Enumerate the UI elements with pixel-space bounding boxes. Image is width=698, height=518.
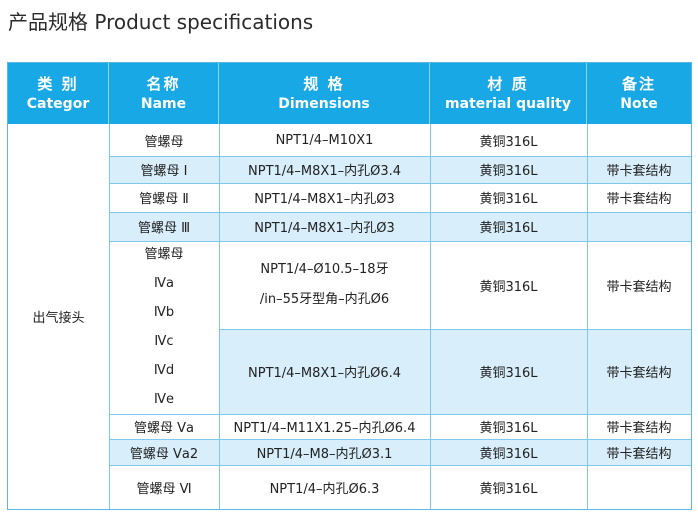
group-material-b: 黄铜316L: [479, 366, 538, 381]
group-note-b: 带卡套结构: [606, 366, 672, 381]
grid-line: [587, 124, 588, 509]
group-names: 管螺母 Ⅳa Ⅳb Ⅳc Ⅳd Ⅳe: [109, 241, 219, 414]
header-name-en: Name: [140, 95, 187, 112]
grid-line: [109, 241, 691, 242]
row-7-dimension: NPT1/4–内孔Ø6.3: [269, 481, 380, 497]
grid-line: [430, 124, 431, 509]
category-cell: 出气接头: [32, 311, 85, 326]
header-dimensions: 规 格 Dimensions: [219, 63, 430, 124]
row-highlight: [109, 156, 691, 183]
row-highlight: [109, 439, 691, 465]
row-2-dimension: NPT1/4–M8X1–内孔Ø3.4: [248, 164, 401, 179]
header-material-en: material quality: [445, 95, 571, 112]
row-7-note: [587, 465, 691, 509]
row-6-note: 带卡套结构: [606, 446, 672, 462]
group-name: Ⅳd: [153, 362, 175, 378]
row-5-dimension: NPT1/4–M11X1.25–内孔Ø6.4: [233, 421, 416, 436]
row-3-note: 带卡套结构: [606, 192, 672, 207]
group-name: Ⅳb: [153, 305, 175, 321]
group-dimension-b: NPT1/4–M8X1–内孔Ø6.4: [248, 366, 401, 381]
row-6-name: 管螺母 Ⅴa2: [129, 446, 199, 462]
grid-line: [219, 124, 220, 509]
header-name-zh: 名称: [146, 74, 181, 93]
row-4-material: 黄铜316L: [479, 221, 538, 236]
row-5-note: 带卡套结构: [606, 421, 672, 436]
row-3-dimension: NPT1/4–M8X1–内孔Ø3: [254, 192, 395, 207]
group-dimension-a: NPT1/4–Ø10.5–18牙 /in–55牙型角–内孔Ø6: [219, 241, 430, 329]
group-dimension-a-line: /in–55牙型角–内孔Ø6: [259, 292, 390, 307]
header-category-en: Categor: [26, 95, 90, 112]
row-1-material: 黄铜316L: [479, 134, 538, 150]
row-5-name: 管螺母 Ⅴa: [134, 421, 194, 436]
row-7-name: 管螺母 Ⅵ: [136, 481, 192, 497]
group-name: Ⅳe: [154, 391, 174, 407]
header-dimensions-zh: 规 格: [303, 74, 345, 93]
page-title: 产品规格 Product specifications: [8, 10, 314, 34]
header-category: 类 别 Categor: [8, 63, 109, 124]
spec-table: 类 别 Categor 名称 Name 规 格 Dimensions 材 质 m…: [7, 62, 692, 510]
header-category-zh: 类 别: [37, 74, 79, 93]
group-note-a: 带卡套结构: [606, 279, 672, 295]
header-note-zh: 备注: [621, 74, 656, 93]
header-material: 材 质 material quality: [430, 63, 587, 124]
header-name: 名称 Name: [109, 63, 219, 124]
row-1-note: [587, 124, 691, 156]
row-5-material: 黄铜316L: [479, 421, 538, 436]
grid-line: [109, 212, 691, 213]
group-material-a: 黄铜316L: [479, 279, 538, 295]
row-highlight: [219, 329, 691, 414]
group-name: Ⅳc: [154, 333, 174, 349]
row-1-dimension: NPT1/4–M10X1: [275, 132, 374, 148]
group-dimension-a-line: NPT1/4–Ø10.5–18牙: [260, 262, 389, 277]
row-3-material: 黄铜316L: [479, 192, 538, 207]
row-2-name: 管螺母 Ⅰ: [140, 164, 188, 179]
row-highlight: [109, 212, 691, 241]
row-6-dimension: NPT1/4–M8–内孔Ø3.1: [256, 446, 393, 462]
row-4-note: [587, 212, 691, 241]
row-3-name: 管螺母 Ⅱ: [139, 192, 189, 207]
header-note-en: Note: [620, 95, 658, 112]
grid-line: [109, 124, 110, 509]
row-6-material: 黄铜316L: [479, 446, 538, 462]
row-1-name: 管螺母: [144, 134, 184, 150]
row-4-name: 管螺母 Ⅲ: [137, 221, 191, 236]
grid-line: [109, 414, 691, 415]
grid-line: [109, 465, 691, 466]
group-name: Ⅳa: [154, 276, 174, 292]
header-material-zh: 材 质: [487, 74, 529, 93]
row-4-dimension: NPT1/4–M8X1–内孔Ø3: [254, 221, 395, 236]
grid-line: [109, 183, 691, 184]
grid-line: [109, 439, 691, 440]
header-note: 备注 Note: [587, 63, 691, 124]
row-2-note: 带卡套结构: [606, 164, 672, 179]
header-dimensions-en: Dimensions: [278, 95, 370, 112]
grid-line: [219, 329, 691, 330]
row-7-material: 黄铜316L: [479, 481, 538, 497]
grid-line: [109, 156, 691, 157]
row-2-material: 黄铜316L: [479, 164, 538, 179]
group-name: 管螺母: [144, 247, 184, 263]
